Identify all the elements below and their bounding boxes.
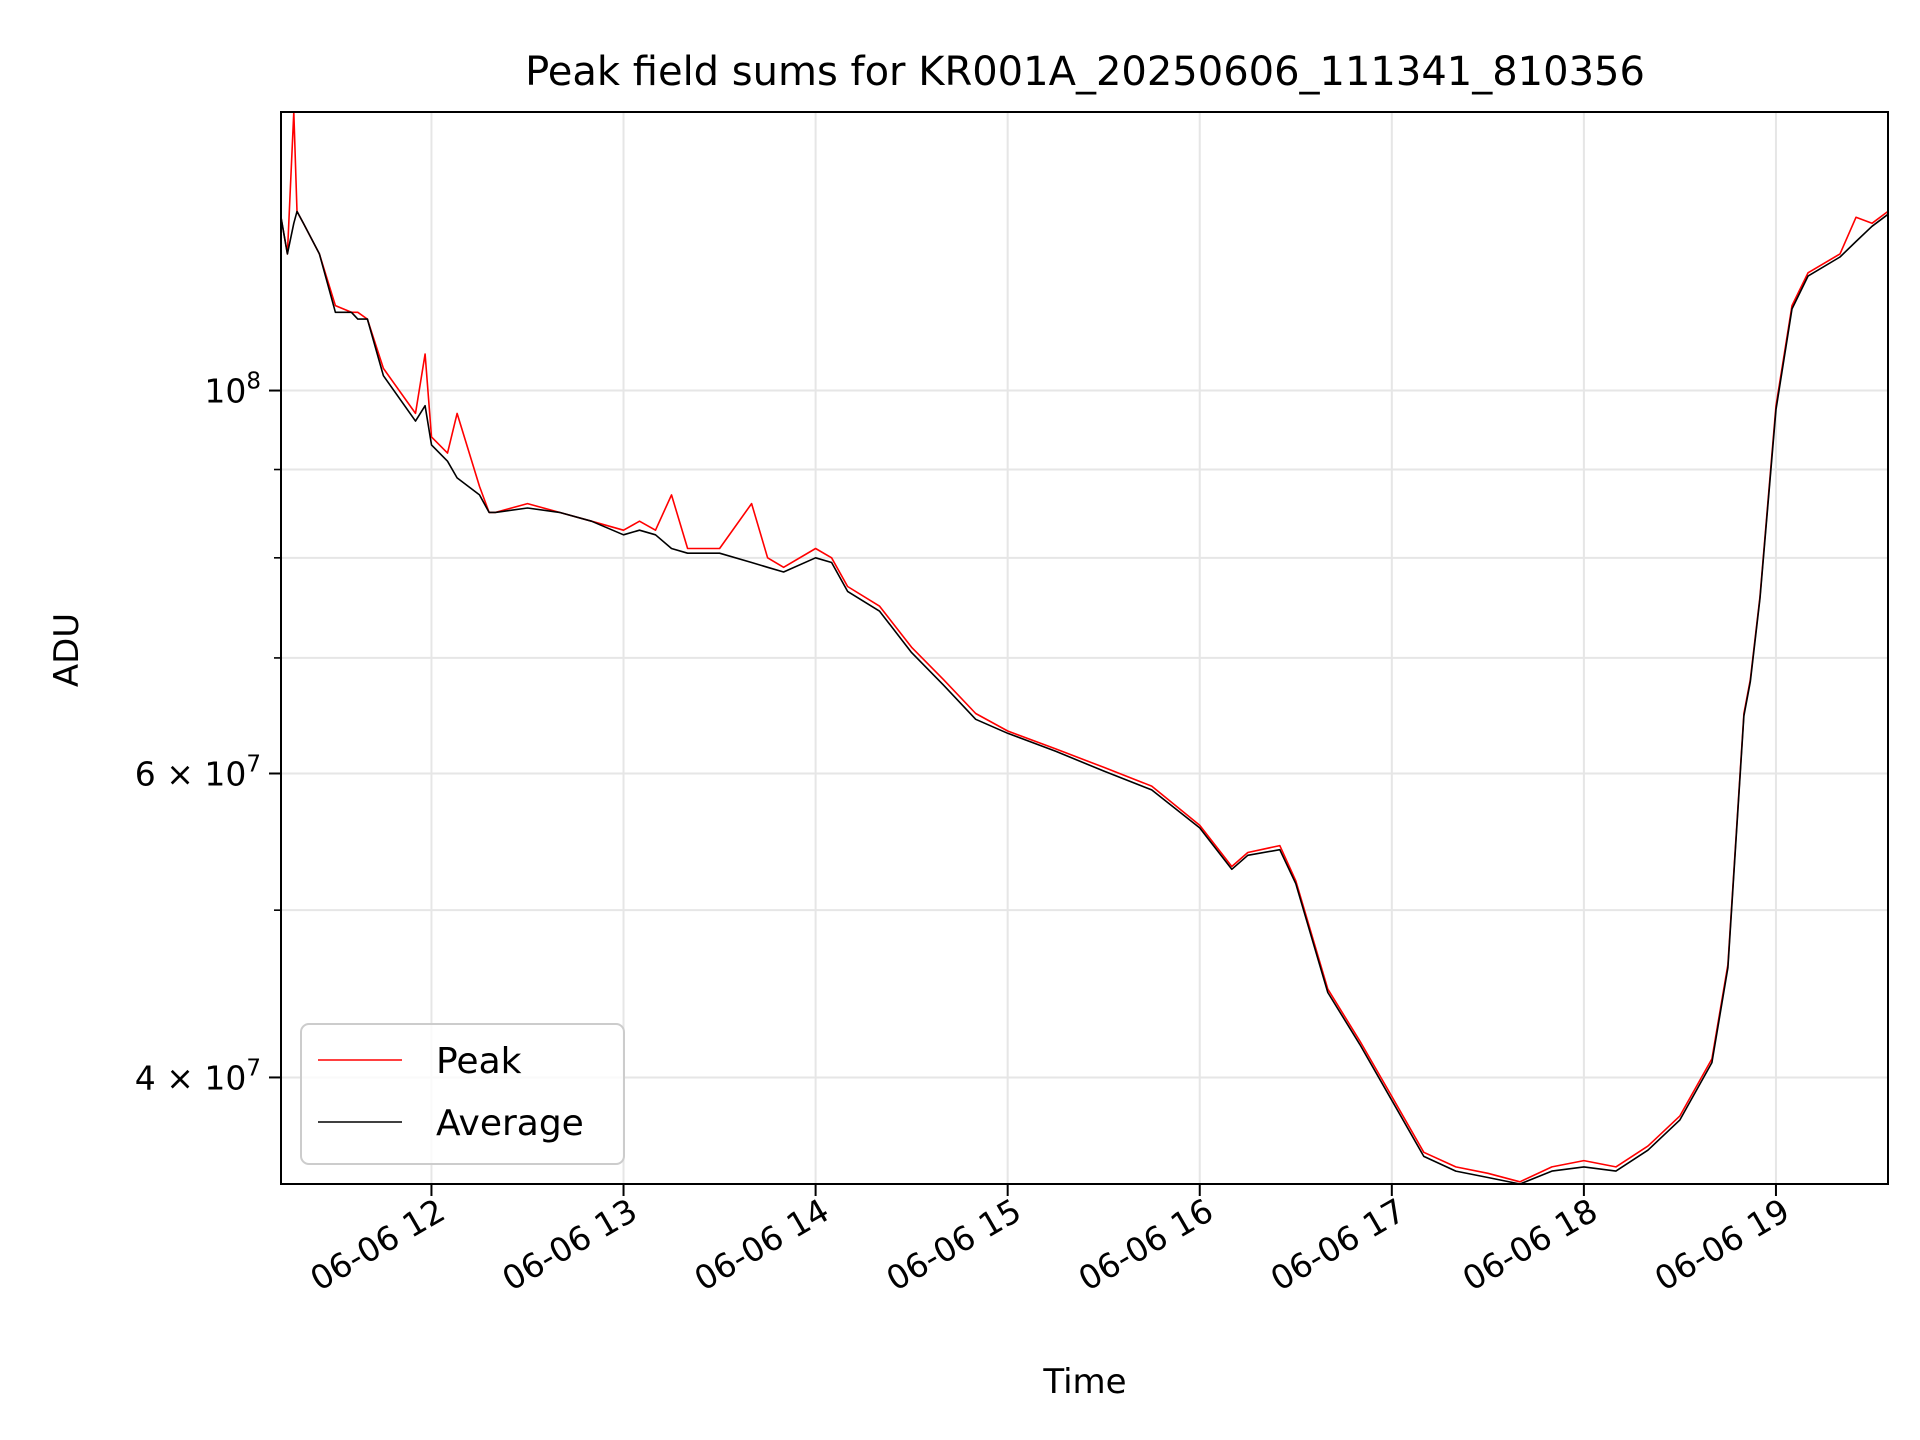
legend: Peak Average — [300, 1023, 625, 1165]
y-tick-label: 4 × 107 — [135, 1055, 261, 1097]
series-line-average — [281, 211, 1888, 1184]
y-axis-label: ADU — [47, 613, 87, 687]
plot-area-frame — [280, 111, 1889, 1185]
series-layer — [281, 112, 1888, 1184]
chart-title: Peak field sums for KR001A_20250606_1113… — [525, 49, 1645, 95]
legend-label-peak: Peak — [436, 1041, 522, 1082]
y-axis-ticks: 108 6 × 107 4 × 107 — [135, 369, 281, 1097]
grid-lines — [281, 112, 1888, 1184]
y-tick-label: 6 × 107 — [135, 751, 261, 793]
x-axis-label: Time — [1042, 1362, 1126, 1402]
y-tick-label: 108 — [204, 369, 261, 411]
series-line-peak — [281, 112, 1888, 1182]
legend-label-average: Average — [436, 1103, 584, 1144]
legend-box — [300, 1023, 625, 1165]
